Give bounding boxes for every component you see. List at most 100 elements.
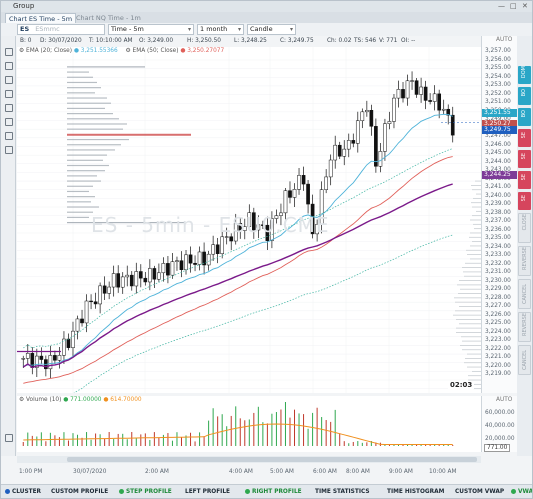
toggle-custom-vwap[interactable]: CUSTOM VWAP xyxy=(455,487,504,497)
side-tab-cancel-orders[interactable]: CANCEL ORDERS xyxy=(518,279,531,309)
settings-icon[interactable]: ⚙ xyxy=(19,48,25,54)
side-tab-se[interactable]: SE xyxy=(518,150,531,168)
side-tab-se[interactable]: SE xyxy=(518,171,531,189)
chart-scrollbar[interactable] xyxy=(17,456,481,463)
price-axis-label: 3,222.00 xyxy=(485,345,511,352)
info-open: O: 3,249.00 xyxy=(139,38,174,44)
toggle-custom-profile[interactable]: CUSTOM PROFILE xyxy=(51,487,108,497)
right-profile-bar xyxy=(476,193,481,195)
side-tab-cancel-orders[interactable]: CANCEL ORDERS xyxy=(518,345,531,375)
candle-body xyxy=(161,263,166,274)
side-tab-close[interactable]: CLOSE xyxy=(518,213,531,243)
cursor-tool-icon[interactable] xyxy=(5,48,13,56)
right-profile-bar xyxy=(471,202,481,204)
toggle-left-profile[interactable]: LEFT PROFILE xyxy=(185,487,230,497)
settings-icon[interactable]: ⚙ xyxy=(19,397,25,403)
maximize-icon[interactable]: □ xyxy=(510,2,517,10)
volume-bar xyxy=(248,419,250,446)
chart-toolbar: ES ESmmc Time - 5m ▾ 1 month ▾ Candle ▾ xyxy=(1,23,532,36)
close-icon[interactable]: ✕ xyxy=(522,2,528,10)
side-tab-se[interactable]: SE xyxy=(518,192,531,210)
volume-axis-mode[interactable]: AUTO xyxy=(496,397,513,403)
volume-bar xyxy=(352,441,354,446)
side-tab-reverse[interactable]: REVERSE xyxy=(518,312,531,342)
candle-body xyxy=(297,175,301,190)
volume-bar xyxy=(303,414,305,446)
price-axis[interactable]: AUTO 3,257.00 3,256.00 3,255.00 3,254.00 3,25… xyxy=(448,36,518,393)
indicator-toggle-bar: CLUSTER CUSTOM PROFILE STEP PROFILE LEFT PR… xyxy=(1,484,532,498)
tab-chart-nq[interactable]: Chart NQ Time - 1m xyxy=(76,14,141,22)
side-tab-reverse[interactable]: REVERSE xyxy=(518,246,531,276)
candle-body xyxy=(206,253,211,266)
price-axis-label: 3,244.00 xyxy=(485,158,511,165)
volume-bar xyxy=(22,442,24,446)
right-profile-bar xyxy=(467,366,481,368)
volume-bar xyxy=(266,423,268,446)
scrollbar-thumb[interactable] xyxy=(67,457,477,462)
profile-bar xyxy=(67,164,109,167)
trash-icon[interactable] xyxy=(5,434,13,442)
volume-bar xyxy=(348,443,350,446)
price-axis-label: 3,219.00 xyxy=(485,371,511,377)
minimize-icon[interactable]: — xyxy=(498,2,505,10)
profile-bar xyxy=(67,196,95,198)
candle-body xyxy=(39,355,44,360)
tab-chart-es[interactable]: Chart ES Time - 5m xyxy=(5,13,77,23)
right-profile-bar xyxy=(472,189,481,191)
horizontal-line-tool-icon[interactable] xyxy=(5,104,13,112)
time-axis-label: 1:00 PM xyxy=(19,469,43,475)
right-profile-bar xyxy=(459,280,481,281)
toggle-label: TIME HISTOGRAM xyxy=(387,489,445,495)
volume-bar xyxy=(443,445,445,446)
info-open-interest: OI: -- xyxy=(401,38,416,44)
toggle-step-profile[interactable]: STEP PROFILE xyxy=(119,487,172,497)
chart-type-select[interactable]: Candle ▾ xyxy=(247,24,296,35)
timeframe-select[interactable]: Time - 5m ▾ xyxy=(108,24,194,35)
price-chart-area[interactable]: ⚙ EMA (20; Close) ● 3,251.55366 ⚙ EMA (5… xyxy=(17,47,481,393)
symbol-input[interactable]: ES ESmmc xyxy=(17,24,105,35)
rectangle-tool-icon[interactable] xyxy=(5,118,13,126)
right-profile-bar xyxy=(455,310,481,312)
volume-label: Volume (10) xyxy=(26,397,62,403)
toggle-time-histogram[interactable]: TIME HISTOGRAM xyxy=(387,487,444,497)
time-axis[interactable]: 1:00 PM 30/07/2020 2:00 AM 4:00 AM 5:00 … xyxy=(17,468,481,478)
candle-body xyxy=(238,223,243,231)
toggle-time-statistics[interactable]: TIME STATISTICS xyxy=(315,487,370,497)
range-select[interactable]: 1 month ▾ xyxy=(197,24,244,35)
side-tab-dom[interactable]: DOM xyxy=(518,66,531,84)
candle-body xyxy=(265,224,270,241)
volume-bar xyxy=(434,445,436,446)
candle-body xyxy=(102,285,107,294)
text-tool-icon[interactable] xyxy=(5,146,13,154)
line-tool-icon[interactable] xyxy=(5,76,13,84)
candle-body xyxy=(374,126,378,167)
fibonacci-tool-icon[interactable] xyxy=(5,132,13,140)
volume-panel[interactable]: ⚙ Volume (10) ● 771.00000 ● 614.70000 xyxy=(17,396,481,452)
candle-body xyxy=(202,251,206,266)
settings-icon[interactable]: ⚙ xyxy=(125,48,131,54)
info-change: Ch: 0.02 xyxy=(327,38,352,44)
crosshair-tool-icon[interactable] xyxy=(5,62,13,70)
volume-bar xyxy=(262,422,264,446)
candle-body xyxy=(233,223,238,242)
volume-axis[interactable]: AUTO 60,000.00 40,000.00 20,000.00 771.0… xyxy=(481,396,517,452)
volume-chart-svg xyxy=(22,402,454,446)
side-tab-se[interactable]: SE xyxy=(518,129,531,147)
toggle-cluster[interactable]: CLUSTER xyxy=(5,487,41,497)
drawing-toolbar xyxy=(1,36,16,456)
side-tab-label: SE xyxy=(521,152,527,159)
side-tab-bo[interactable]: BO xyxy=(518,108,531,126)
volume-bar xyxy=(31,435,33,446)
toggle-right-profile[interactable]: RIGHT PROFILE xyxy=(245,487,302,497)
toggle-vwap[interactable]: VWAP xyxy=(511,487,532,497)
right-profile-bar xyxy=(460,345,481,346)
right-profile-bar xyxy=(454,297,481,299)
price-axis-mode[interactable]: AUTO xyxy=(496,37,513,43)
volume-bar xyxy=(312,412,314,446)
candle-body xyxy=(414,80,419,95)
volume-bar xyxy=(361,442,363,446)
side-tab-bo[interactable]: BO xyxy=(518,87,531,105)
ray-tool-icon[interactable] xyxy=(5,90,13,98)
candle-body xyxy=(351,140,356,144)
toggle-label: VWAP xyxy=(518,489,532,495)
